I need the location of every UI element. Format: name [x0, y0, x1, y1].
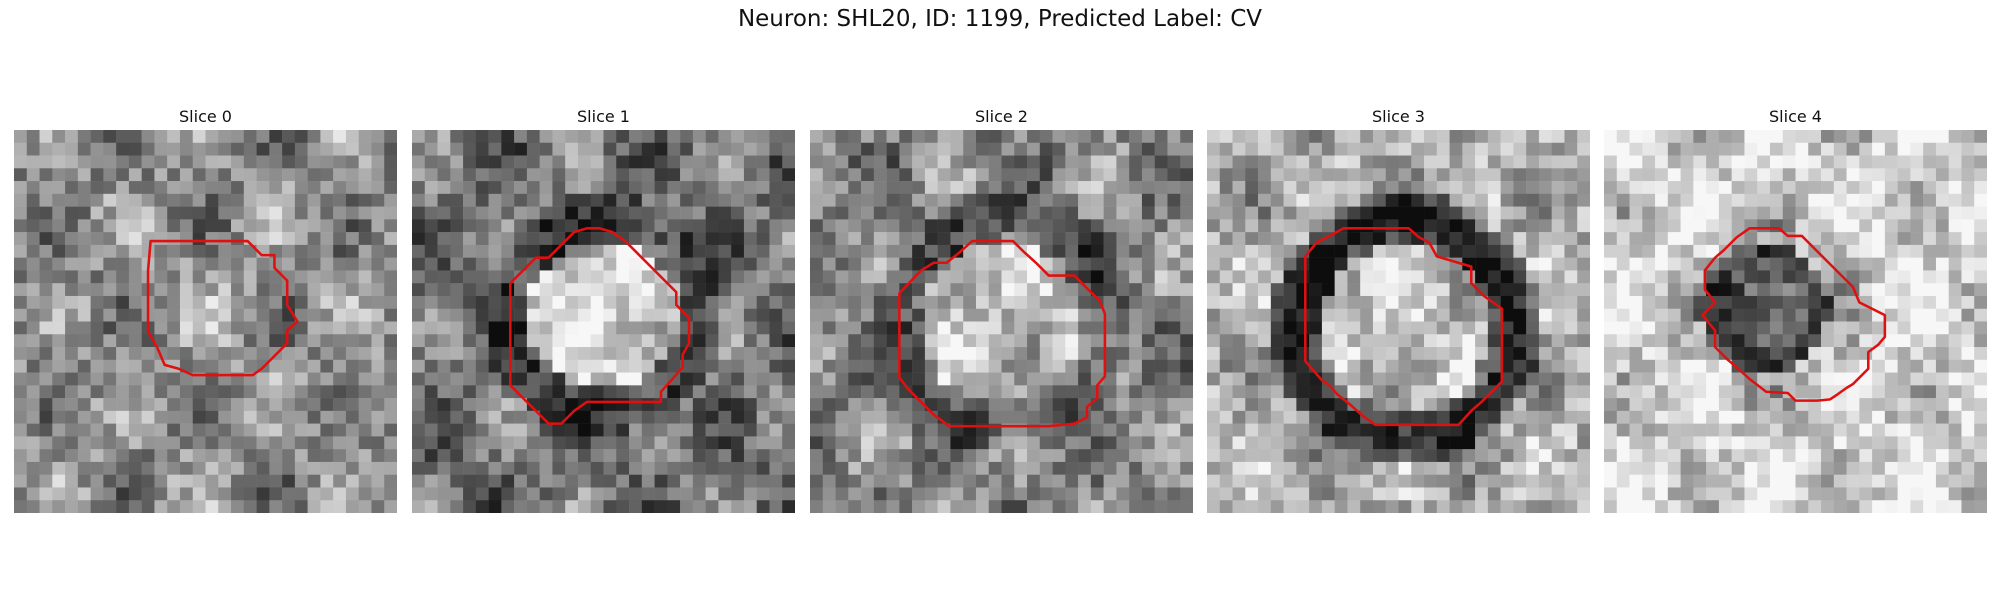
slice-image-0 [14, 130, 397, 513]
figure-title: Neuron: SHL20, ID: 1199, Predicted Label… [737, 6, 1263, 32]
slice-panel-1: Slice 1 [412, 104, 795, 513]
slice-image-4 [1604, 130, 1987, 513]
segmentation-contour-4 [1701, 227, 1887, 402]
slice-title-1: Slice 1 [577, 107, 630, 126]
pixel-grid-2 [810, 130, 1193, 513]
pixel-grid-1 [412, 130, 795, 513]
segmentation-contour-1 [509, 227, 691, 425]
slice-title-0: Slice 0 [179, 107, 232, 126]
slice-title-2: Slice 2 [975, 107, 1028, 126]
slice-panel-3: Slice 3 [1207, 104, 1590, 513]
pixel-grid-4 [1604, 130, 1987, 513]
segmentation-contour-2 [898, 239, 1107, 428]
slice-image-1 [412, 130, 795, 513]
slice-title-3: Slice 3 [1372, 107, 1425, 126]
slice-title-4: Slice 4 [1769, 107, 1822, 126]
pixel-grid-0 [14, 130, 397, 513]
slice-image-3 [1207, 130, 1590, 513]
segmentation-contour-0 [146, 239, 299, 377]
slice-panel-0: Slice 0 [14, 104, 397, 513]
segmentation-contour-3 [1304, 227, 1504, 427]
pixel-grid-3 [1207, 130, 1590, 513]
slice-panel-4: Slice 4 [1604, 104, 1987, 513]
slice-image-2 [810, 130, 1193, 513]
slice-panel-2: Slice 2 [810, 104, 1193, 513]
